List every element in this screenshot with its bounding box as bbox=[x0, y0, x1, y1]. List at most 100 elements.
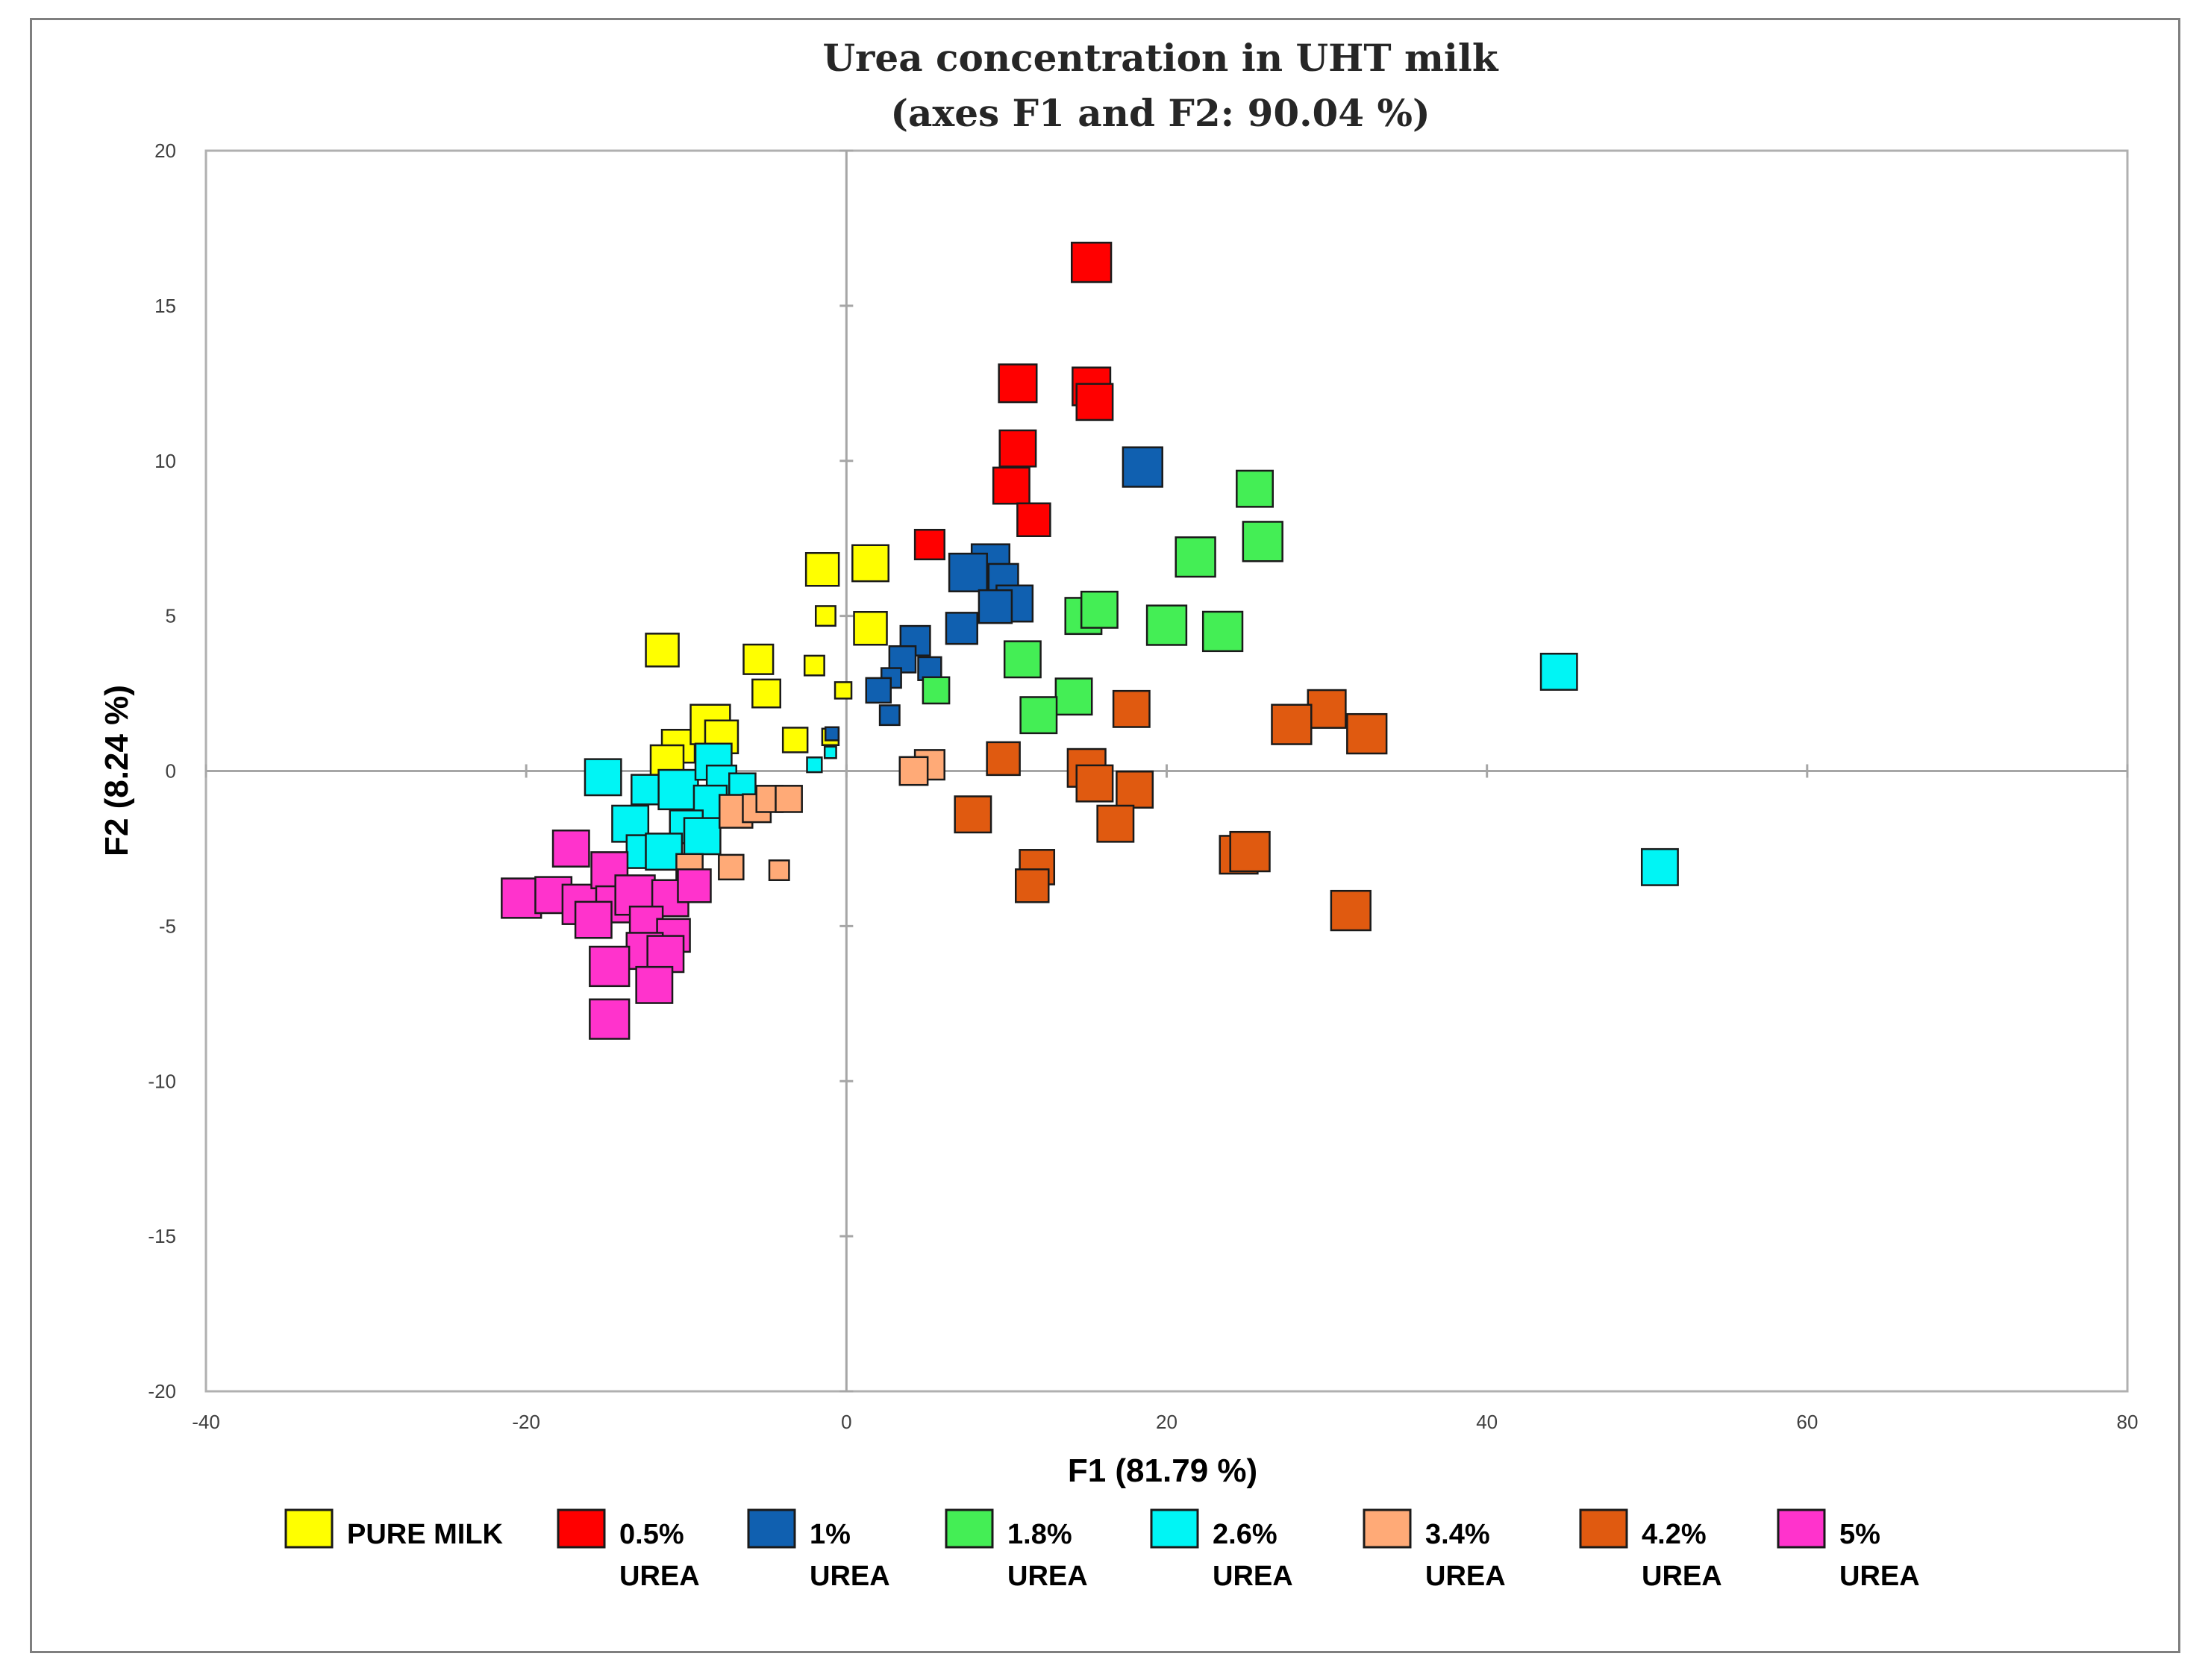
data-point-series-1 bbox=[804, 552, 840, 587]
data-point-series-5 bbox=[1640, 847, 1679, 886]
y-tick-label: 5 bbox=[166, 605, 176, 627]
legend-item-5: 2.6% UREA bbox=[1150, 1508, 1293, 1592]
legend-item-6: 3.4% UREA bbox=[1363, 1508, 1506, 1592]
data-point-series-2 bbox=[998, 363, 1038, 404]
x-tick-label: -20 bbox=[512, 1411, 540, 1433]
legend: PURE MILK 0.5%UREA1%UREA1.8%UREA2.6%UREA3… bbox=[284, 1508, 1920, 1592]
legend-item-8: 5% UREA bbox=[1777, 1508, 1920, 1592]
y-tick-label: 10 bbox=[154, 450, 176, 472]
data-point-series-5 bbox=[1539, 653, 1578, 691]
y-tick-label: 20 bbox=[154, 140, 176, 162]
y-tick-label: -15 bbox=[148, 1225, 176, 1247]
data-point-series-1 bbox=[851, 544, 889, 583]
legend-label: 5% bbox=[1839, 1519, 1880, 1550]
data-point-series-4 bbox=[922, 676, 951, 705]
data-point-series-7 bbox=[954, 795, 992, 834]
data-point-series-4 bbox=[1201, 610, 1244, 653]
legend-item-7: 4.2% UREA bbox=[1579, 1508, 1722, 1592]
data-point-series-1 bbox=[814, 605, 836, 627]
data-point-series-3 bbox=[978, 589, 1013, 624]
chart-title: Urea concentration in UHT milk bbox=[822, 36, 1498, 80]
data-point-series-5 bbox=[584, 758, 622, 797]
x-tick-label: 20 bbox=[1156, 1411, 1178, 1433]
data-point-series-7 bbox=[1346, 712, 1388, 755]
data-point-series-8 bbox=[589, 998, 631, 1040]
legend-swatch bbox=[1579, 1508, 1628, 1549]
data-point-series-4 bbox=[1145, 604, 1188, 646]
data-point-series-8 bbox=[574, 900, 613, 939]
data-point-series-2 bbox=[1070, 242, 1113, 283]
legend-item-1: PURE MILK bbox=[284, 1508, 504, 1550]
data-point-series-2 bbox=[1075, 383, 1114, 421]
y-axis-title: F2 (8.24 %) bbox=[98, 685, 135, 856]
data-point-series-3 bbox=[878, 704, 901, 727]
axes: -40 -20 0 20 40 60 80 -20 -15 -10 -5 0 5 10 15 20 bbox=[148, 140, 2138, 1433]
data-points bbox=[501, 242, 1679, 1040]
data-point-series-8 bbox=[677, 868, 712, 903]
legend-swatch bbox=[1777, 1508, 1826, 1549]
data-point-series-4 bbox=[1003, 640, 1042, 679]
data-point-series-7 bbox=[1330, 889, 1372, 932]
y-tick-label: -10 bbox=[148, 1070, 176, 1092]
data-point-series-6 bbox=[775, 785, 803, 813]
legend-swatch bbox=[945, 1508, 994, 1549]
legend-swatch bbox=[1363, 1508, 1412, 1549]
data-point-series-8 bbox=[551, 829, 590, 868]
data-point-series-1 bbox=[803, 654, 825, 677]
scatter-chart: Urea concentration in UHT milk (axes F1 … bbox=[98, 36, 2138, 1592]
data-point-series-1 bbox=[645, 633, 680, 668]
x-axis-title: F1 (81.79 %) bbox=[1068, 1452, 1257, 1489]
data-point-series-7 bbox=[1116, 770, 1154, 809]
legend-label: PURE MILK bbox=[347, 1519, 504, 1550]
x-tick-label: -40 bbox=[192, 1411, 220, 1433]
x-tick-label: 40 bbox=[1476, 1411, 1498, 1433]
legend-label: 1% bbox=[810, 1519, 851, 1550]
data-point-series-7 bbox=[1307, 689, 1347, 729]
data-point-series-5 bbox=[657, 768, 699, 811]
data-point-series-7 bbox=[1112, 689, 1151, 728]
x-tick-label: 60 bbox=[1796, 1411, 1818, 1433]
data-point-series-5 bbox=[683, 817, 722, 856]
legend-label-line2: UREA bbox=[1007, 1561, 1088, 1592]
data-point-series-5 bbox=[806, 756, 823, 774]
data-point-series-1 bbox=[751, 678, 781, 709]
legend-label: 2.6% bbox=[1213, 1519, 1277, 1550]
data-point-series-2 bbox=[913, 528, 945, 561]
data-point-series-7 bbox=[986, 741, 1021, 777]
legend-label-line2: UREA bbox=[810, 1561, 890, 1592]
y-tick-label: -5 bbox=[159, 915, 176, 937]
data-point-series-1 bbox=[781, 727, 809, 753]
data-point-series-6 bbox=[718, 853, 745, 881]
data-point-series-4 bbox=[1054, 677, 1093, 716]
data-point-series-7 bbox=[1075, 764, 1114, 803]
legend-item-4: 1.8% UREA bbox=[945, 1508, 1088, 1592]
legend-label-line2: UREA bbox=[1839, 1561, 1920, 1592]
data-point-series-4 bbox=[1175, 536, 1216, 578]
legend-label-line2: UREA bbox=[619, 1561, 700, 1592]
data-point-series-7 bbox=[1096, 804, 1135, 843]
legend-label-line2: UREA bbox=[1425, 1561, 1506, 1592]
data-point-series-4 bbox=[1019, 696, 1058, 735]
legend-item-3: 1% UREA bbox=[747, 1508, 890, 1592]
legend-label: 4.2% bbox=[1642, 1519, 1707, 1550]
data-point-series-3 bbox=[948, 552, 988, 592]
data-point-series-5 bbox=[823, 745, 837, 759]
data-point-series-2 bbox=[998, 429, 1037, 468]
data-point-series-6 bbox=[898, 756, 929, 786]
data-point-series-4 bbox=[1242, 521, 1283, 562]
data-point-series-7 bbox=[1229, 830, 1271, 873]
data-point-series-3 bbox=[945, 612, 978, 645]
chart-frame: Urea concentration in UHT milk (axes F1 … bbox=[30, 18, 2180, 1653]
legend-swatch bbox=[1150, 1508, 1199, 1549]
data-point-series-2 bbox=[992, 466, 1030, 505]
legend-label: 1.8% bbox=[1007, 1519, 1072, 1550]
data-point-series-7 bbox=[1015, 868, 1050, 903]
legend-item-2: 0.5% UREA bbox=[557, 1508, 700, 1592]
legend-label-line2: UREA bbox=[1213, 1561, 1293, 1592]
data-point-series-4 bbox=[1236, 469, 1274, 508]
legend-label: 3.4% bbox=[1425, 1519, 1490, 1550]
data-point-series-4 bbox=[1080, 590, 1119, 629]
data-point-series-3 bbox=[865, 677, 892, 704]
legend-label: 0.5% bbox=[619, 1519, 684, 1550]
data-point-series-8 bbox=[589, 945, 631, 988]
